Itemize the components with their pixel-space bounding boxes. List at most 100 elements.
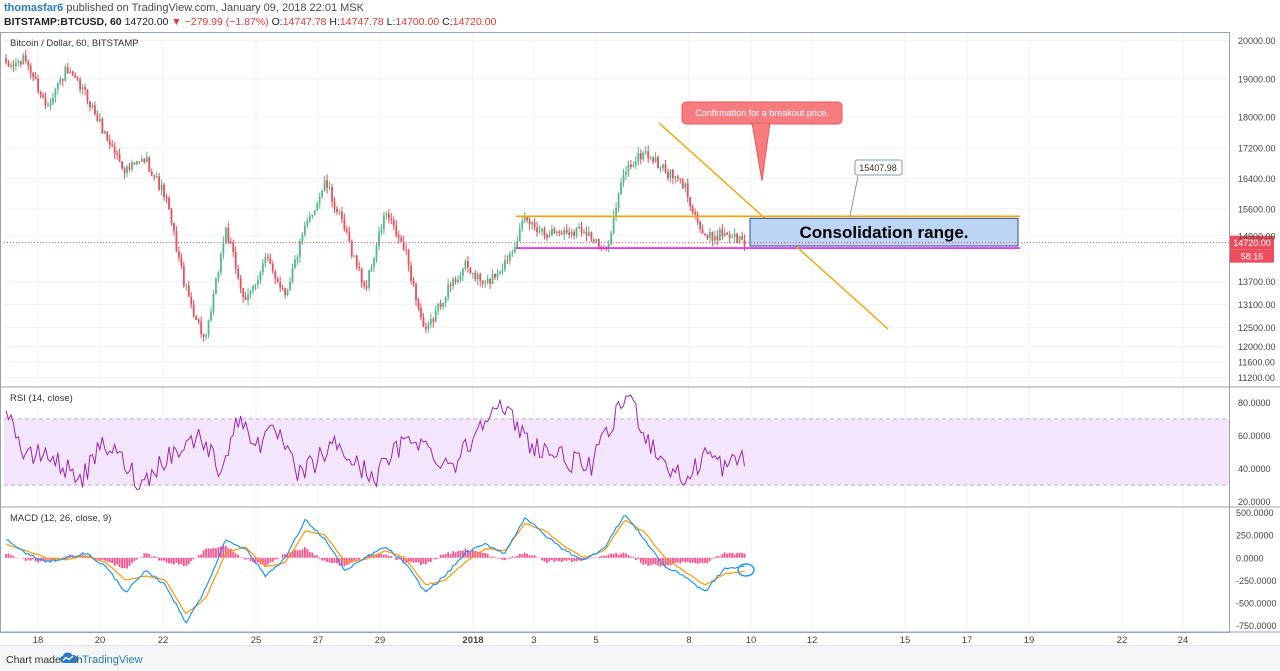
candle-body — [224, 227, 227, 243]
candle-body — [681, 179, 684, 189]
candle-body — [17, 61, 20, 63]
macd-hist-bar — [257, 557, 259, 563]
candle-body — [274, 271, 277, 279]
candle-body — [627, 164, 630, 172]
macd-hist-bar — [499, 557, 501, 559]
macd-tick-label: -500.0000 — [1236, 598, 1277, 608]
candle-body — [494, 273, 496, 278]
candle-body — [555, 231, 558, 234]
candle-body — [69, 71, 72, 74]
macd-hist-bar — [466, 549, 469, 558]
macd-hist-bar — [508, 557, 511, 559]
candle-body — [232, 242, 235, 253]
author-link[interactable]: thomasfar6 — [4, 2, 64, 14]
macd-hist-bar — [148, 554, 151, 558]
macd-hist-bar — [98, 557, 101, 561]
candle-body — [410, 265, 412, 281]
macd-hist-bar — [326, 557, 328, 562]
candle-body — [642, 152, 645, 160]
candle-body — [701, 229, 704, 234]
candle-body — [536, 227, 538, 233]
price-pane-title: Bitcoin / Dollar, 60, BITSTAMP — [10, 38, 139, 49]
candle-body — [128, 166, 131, 170]
candle-body — [583, 231, 585, 233]
macd-hist-bar — [96, 557, 99, 560]
rsi-pane-title: RSI (14, close) — [10, 393, 73, 404]
time-tick-label: 22 — [158, 635, 169, 645]
candle-body — [306, 220, 309, 226]
macd-hist-bar — [410, 557, 412, 562]
candle-body — [521, 220, 524, 229]
macd-hist-bar — [681, 557, 684, 562]
candle-body — [422, 317, 425, 327]
candle-body — [296, 257, 299, 260]
candle-body — [86, 89, 89, 102]
macd-hist-bar — [385, 554, 388, 558]
macd-hist-bar — [491, 556, 494, 558]
candle-body — [131, 162, 133, 170]
candle-body — [29, 65, 32, 73]
candle-body — [736, 233, 739, 243]
macd-tick-label: 0.0000 — [1236, 553, 1264, 563]
candle-body — [121, 161, 123, 169]
macd-hist-bar — [118, 557, 121, 568]
candle-body — [518, 228, 521, 242]
macd-hist-bar — [229, 549, 232, 558]
candle-body — [479, 274, 482, 281]
candle-body — [182, 265, 185, 286]
level-callout-leader — [849, 175, 859, 217]
axes: 20000.00 19000.00 18000.00 17200.00 16400.00… — [0, 32, 1280, 645]
candle-body — [464, 260, 467, 269]
macd-hist-bar — [71, 555, 74, 558]
time-tick-label: 27 — [313, 635, 324, 645]
candle-body — [363, 282, 366, 287]
candle-body — [328, 187, 331, 189]
macd-hist-bar — [605, 555, 608, 558]
candle-body — [679, 178, 682, 180]
candle-body — [652, 157, 655, 163]
drawings[interactable]: Consolidation range. 15407.98 Confirmation… — [4, 101, 1274, 330]
macd-hist-bar — [550, 557, 553, 561]
macd-hist-bar — [686, 557, 689, 562]
candle-body — [528, 220, 531, 225]
macd-hist-bar — [79, 556, 81, 558]
macd-tick-label: -750.0000 — [1236, 621, 1277, 631]
candle-body — [531, 222, 534, 225]
time-tick-label: 22 — [1117, 635, 1128, 645]
candle-body — [449, 284, 452, 287]
candle-body — [355, 255, 358, 267]
candle-body — [22, 55, 25, 65]
candle-body — [34, 76, 37, 79]
candle-body — [580, 226, 583, 233]
macd-hist-bar — [625, 553, 627, 558]
candle-body — [573, 232, 575, 236]
macd-hist-bar — [634, 557, 637, 560]
macd-tick-label: 500.0000 — [1236, 508, 1274, 518]
candle-body — [113, 146, 116, 153]
candle-body — [291, 268, 294, 282]
macd-hist-bar — [600, 555, 603, 558]
candle-body — [644, 151, 647, 153]
macd-hist-bar — [543, 557, 546, 562]
candle-body — [123, 168, 126, 174]
macd-hist-bar — [721, 554, 724, 558]
candle-body — [126, 166, 128, 174]
macd-hist-bar — [27, 557, 30, 560]
candle-body — [91, 105, 94, 108]
candle-body — [133, 162, 136, 165]
candle-body — [111, 145, 114, 147]
macd-hist-bar — [528, 555, 531, 558]
candle-body — [281, 287, 284, 289]
tradingview-logo[interactable]: TradingView — [60, 652, 143, 667]
candle-body — [550, 228, 553, 236]
macd-hist-bar — [654, 557, 657, 565]
macd-hist-bar — [111, 557, 114, 564]
macd-hist-bar — [222, 545, 225, 558]
macd-hist-bar — [165, 557, 168, 563]
candle-body — [210, 311, 212, 321]
macd-hist-bar — [402, 557, 405, 564]
chart-canvas[interactable]: Consolidation range. 15407.98 Confirmation… — [0, 31, 1280, 645]
candle-body — [12, 64, 15, 67]
candle-body — [699, 221, 701, 230]
macd-hist-bar — [150, 556, 153, 558]
